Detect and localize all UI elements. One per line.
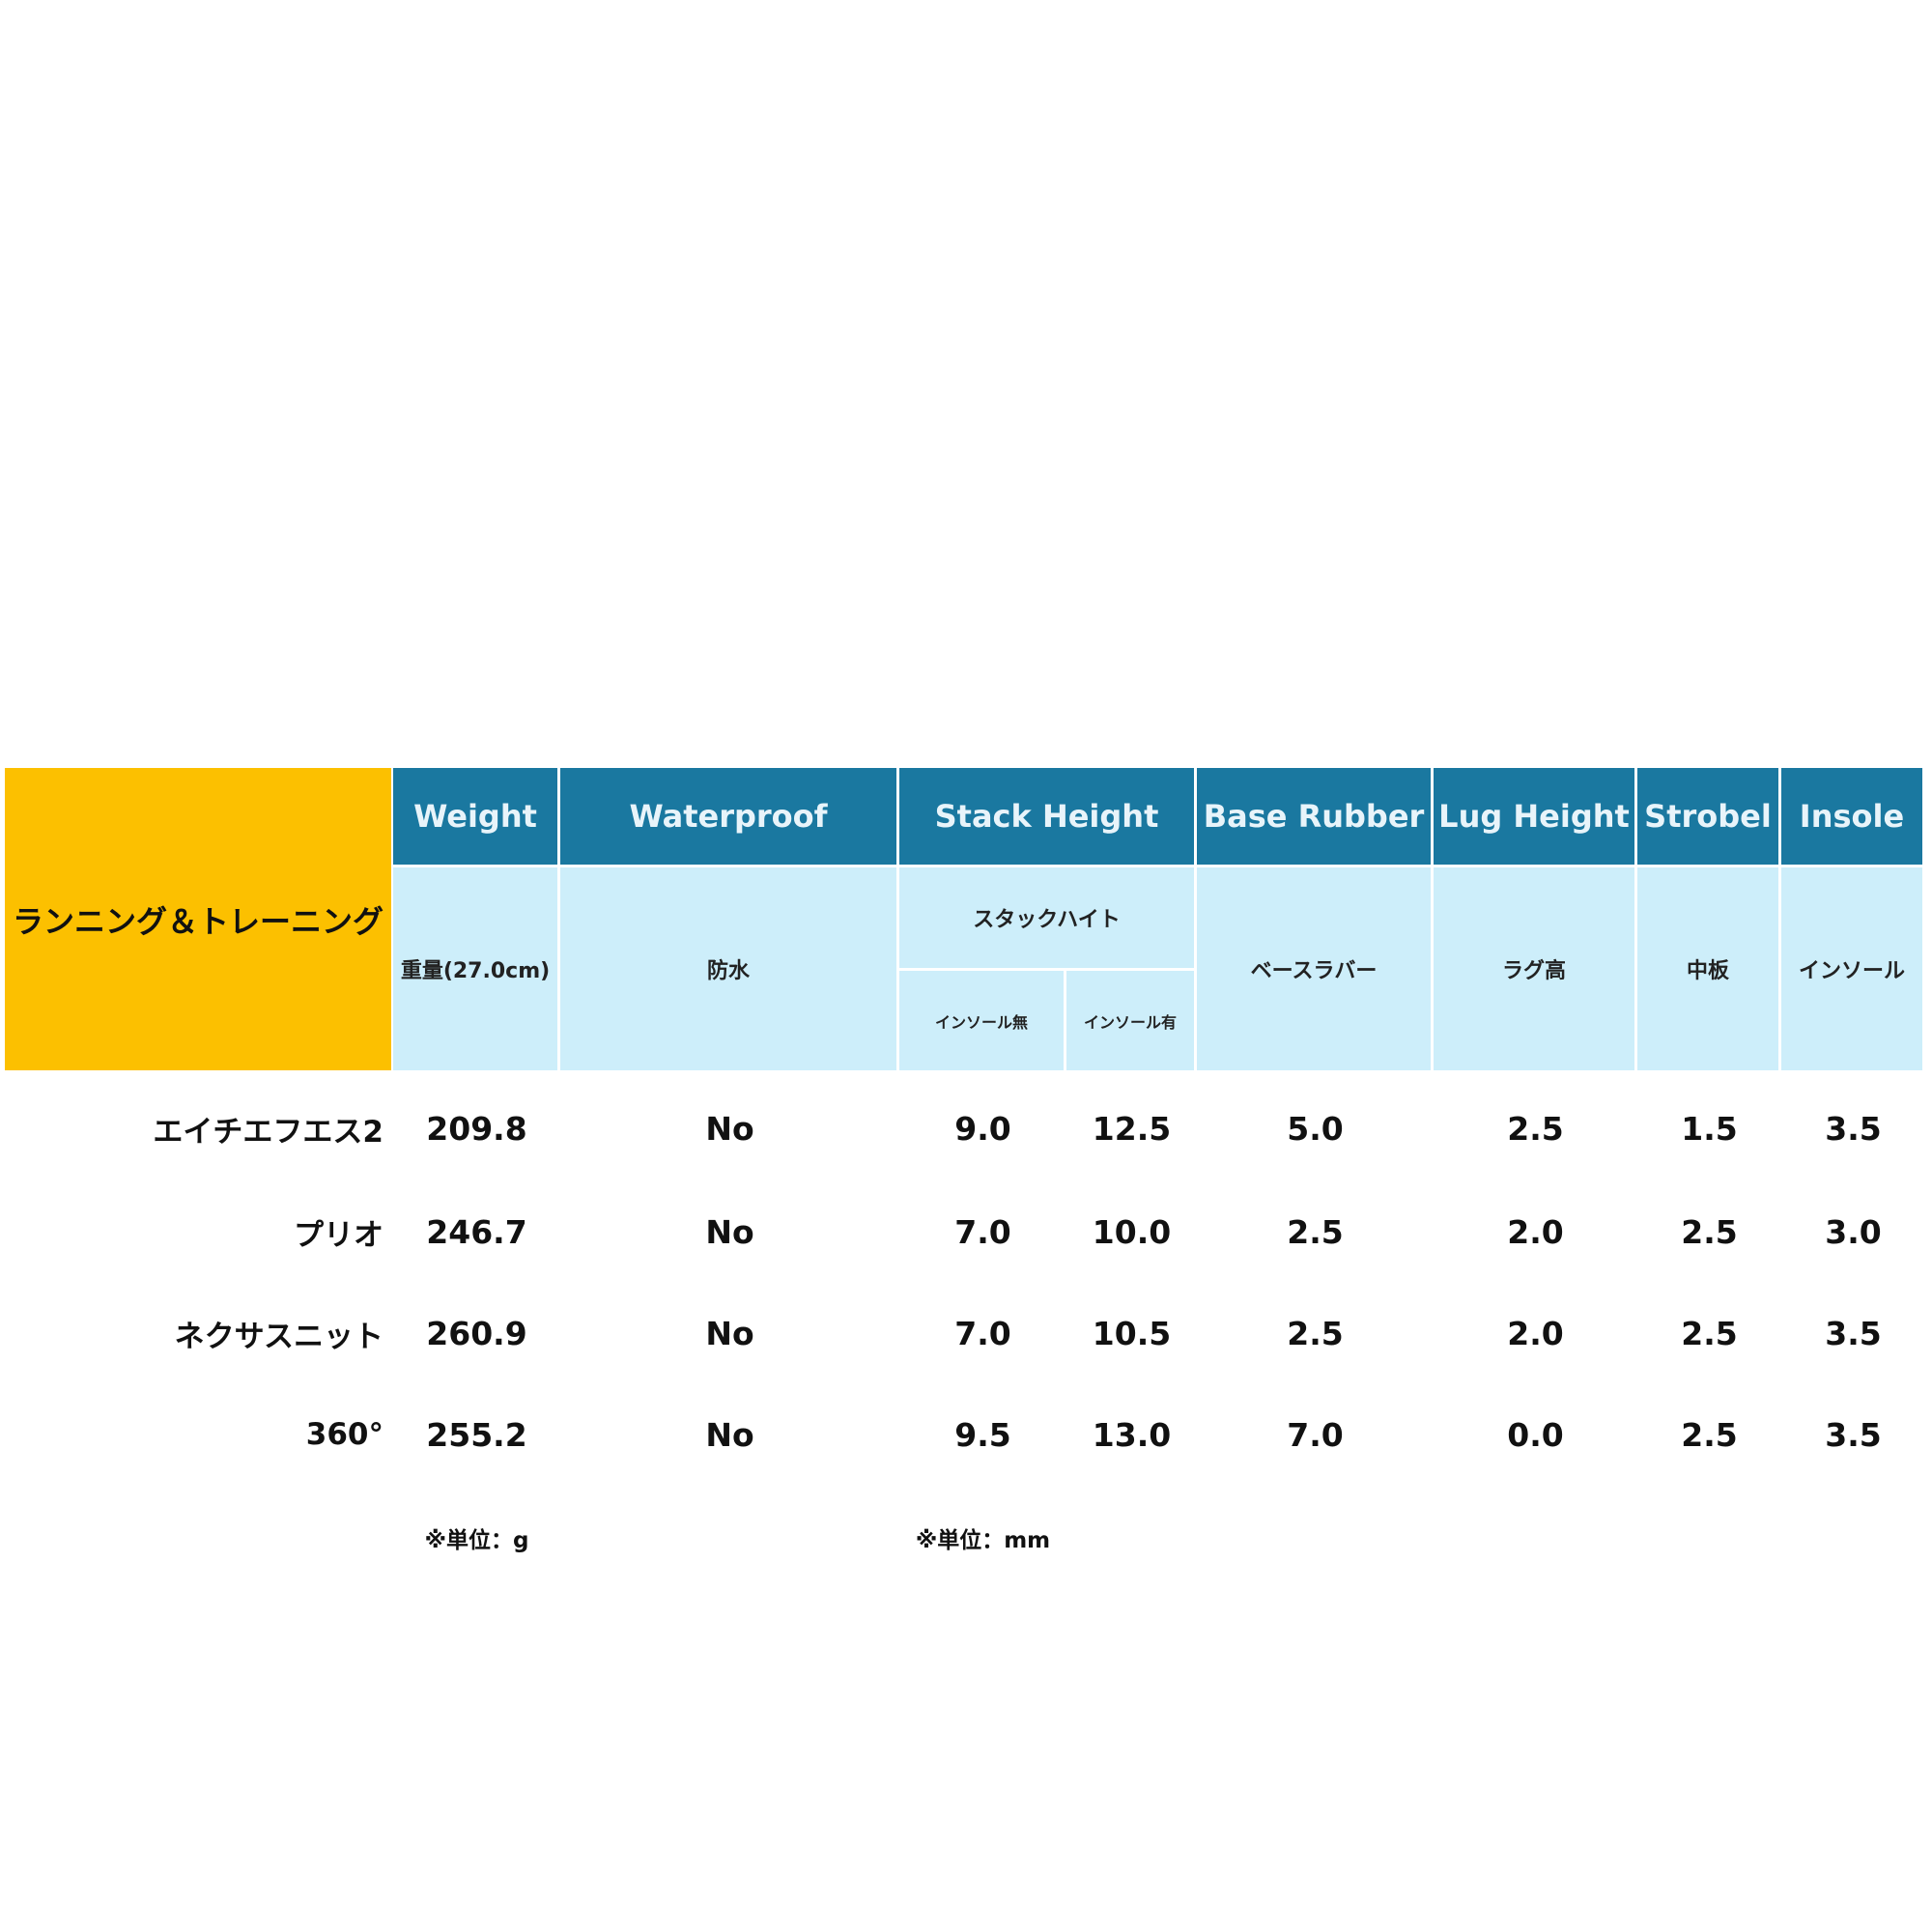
subheader-stack-with-insole: インソール有 [1066,968,1197,1070]
subheader-stack: スタックハイト [899,865,1197,968]
mm-unit-note: ※単位：mm [915,1528,1051,1553]
row-value: 260.9 [426,1314,527,1352]
header-weight: Weight [393,768,560,865]
row-value: 5.0 [1287,1109,1344,1148]
row-value: 2.5 [1287,1212,1344,1251]
row-value: 12.5 [1092,1109,1172,1148]
row-value: 3.5 [1825,1109,1882,1148]
row-value: 7.0 [1287,1415,1344,1454]
row-value: 7.0 [954,1314,1011,1352]
header-lug-height: Lug Height [1434,768,1637,865]
row-value: 2.0 [1507,1314,1564,1352]
row-name: プリオ [294,1217,384,1253]
row-value: 2.0 [1507,1212,1564,1251]
row-value: 10.0 [1092,1212,1172,1251]
row-value: No [705,1314,754,1352]
row-value: 2.5 [1507,1109,1564,1148]
header-insole: Insole [1781,768,1925,865]
row-value: 255.2 [426,1415,527,1454]
row-value: 2.5 [1681,1212,1738,1251]
row-value: 7.0 [954,1212,1011,1251]
row-value: 3.0 [1825,1212,1882,1251]
header-strobel: Strobel [1637,768,1781,865]
subheader-strobel: 中板 [1637,865,1781,1070]
row-value: No [705,1415,754,1454]
subheader-base-rubber: ベースラバー [1197,865,1434,1070]
row-value: 209.8 [426,1109,527,1148]
row-name: 360° [305,1417,384,1452]
row-value: 1.5 [1681,1109,1738,1148]
row-value: 3.5 [1825,1415,1882,1454]
row-value: 9.5 [954,1415,1011,1454]
row-value: 10.5 [1092,1314,1172,1352]
subheader-waterproof: 防水 [560,865,899,1070]
category-label: ランニング＆トレーニング [5,768,391,1070]
weight-unit-note: ※単位：g [424,1528,529,1553]
row-value: 9.0 [954,1109,1011,1148]
row-value: 3.5 [1825,1314,1882,1352]
row-name: エイチエフエス2 [153,1114,384,1150]
header-base-rubber: Base Rubber [1197,768,1434,865]
subheader-insole: インソール [1781,865,1925,1070]
header-stack-height: Stack Height [899,768,1197,865]
subheader-stack-without-insole: インソール無 [899,968,1066,1070]
row-value: No [705,1109,754,1148]
header-waterproof: Waterproof [560,768,899,865]
row-value: 2.5 [1681,1415,1738,1454]
row-name: ネクサスニット [174,1319,384,1354]
row-value: 13.0 [1092,1415,1172,1454]
row-value: No [705,1212,754,1251]
row-value: 246.7 [426,1212,527,1251]
subheader-lug-height: ラグ高 [1434,865,1637,1070]
row-value: 2.5 [1681,1314,1738,1352]
row-value: 2.5 [1287,1314,1344,1352]
subheader-weight: 重量(27.0cm) [393,865,560,1070]
row-value: 0.0 [1507,1415,1564,1454]
